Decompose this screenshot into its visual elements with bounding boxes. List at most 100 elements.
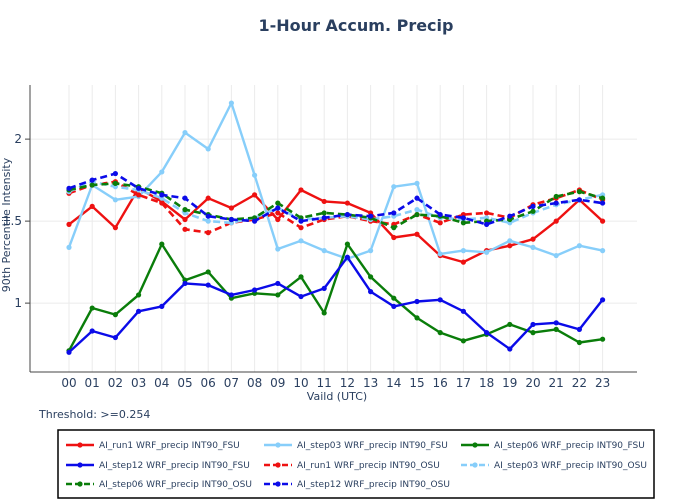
data-point [460, 220, 466, 226]
x-tick-label: 13 [363, 376, 378, 390]
data-point [182, 195, 188, 201]
data-point [576, 339, 583, 346]
data-point [159, 169, 165, 175]
legend-item: AI_run1 WRF_precip INT90_FSU [66, 441, 240, 451]
data-point [252, 192, 258, 198]
data-point [89, 203, 95, 209]
legend-swatch-marker [275, 481, 281, 487]
data-point [368, 213, 374, 219]
data-point [414, 211, 420, 218]
data-point [460, 308, 466, 314]
data-point [484, 221, 490, 227]
data-point [530, 321, 536, 328]
data-point [460, 338, 466, 344]
data-point [275, 292, 281, 298]
data-point [89, 328, 95, 334]
x-tick-label: 03 [131, 376, 146, 390]
series-4 [66, 254, 606, 355]
data-point [368, 248, 374, 254]
series-8 [66, 170, 606, 227]
data-point [321, 285, 327, 291]
data-point [553, 193, 559, 200]
legend-label: AI_step03 WRF_precip INT90_OSU [494, 461, 647, 471]
data-point [159, 303, 165, 309]
data-point [437, 220, 443, 226]
data-point [600, 195, 606, 201]
data-point [600, 248, 606, 254]
data-point [530, 208, 536, 214]
legend-label: AI_step12 WRF_precip INT90_OSU [297, 480, 450, 490]
data-point [321, 310, 327, 316]
data-point [437, 211, 443, 218]
legend-swatch-marker [472, 462, 478, 468]
data-point [460, 259, 466, 265]
data-point [600, 200, 606, 206]
data-point [66, 221, 72, 227]
data-point [228, 292, 234, 298]
data-point [159, 200, 165, 206]
data-point [600, 218, 606, 224]
chart-title: 1-Hour Accum. Precip [259, 16, 454, 35]
series-3 [66, 241, 606, 354]
data-point [437, 297, 443, 303]
x-tick-label: 04 [154, 376, 169, 390]
x-tick-label: 20 [525, 376, 540, 390]
data-point [321, 210, 327, 216]
legend-box [57, 429, 655, 499]
data-point [576, 326, 583, 332]
data-point [391, 225, 397, 231]
data-point [391, 303, 397, 309]
x-tick-label: 23 [595, 376, 610, 390]
x-tick-label: 00 [61, 376, 76, 390]
legend: AI_run1 WRF_precip INT90_FSU AI_step03 WR… [57, 429, 655, 499]
data-point [344, 254, 350, 260]
data-point [507, 321, 513, 328]
data-point [298, 187, 304, 193]
data-point [460, 248, 466, 254]
data-point [112, 180, 118, 186]
data-point [275, 246, 281, 252]
x-tick-label: 12 [340, 376, 355, 390]
legend-swatch-marker [77, 462, 83, 468]
x-tick-label: 02 [108, 376, 123, 390]
data-point [576, 189, 583, 195]
x-tick-label: 17 [456, 376, 471, 390]
series-line [68, 187, 604, 264]
y-tick-label: 1 [14, 296, 22, 310]
x-tick-label: 07 [224, 376, 239, 390]
data-point [205, 213, 211, 219]
data-point [112, 197, 118, 203]
series-layer [66, 100, 606, 355]
data-point [484, 210, 490, 216]
data-point [112, 334, 118, 341]
legend-label: AI_run1 WRF_precip INT90_OSU [297, 461, 440, 471]
data-point [460, 215, 466, 221]
data-point [205, 269, 211, 275]
y-tick-labels: 11.52 [3, 132, 30, 310]
series-line [68, 256, 604, 354]
x-tick-labels: 00 01 02 03 04 05 06 07 08 09 10 11 12 13 14 15 16 17 18 19… [61, 376, 610, 390]
data-point [228, 216, 234, 223]
data-point [414, 231, 420, 237]
data-point [275, 200, 281, 206]
data-point [298, 274, 304, 280]
x-tick-label: 19 [502, 376, 517, 390]
data-point [368, 289, 374, 295]
x-tick-label: 01 [85, 376, 100, 390]
x-tick-label: 14 [386, 376, 401, 390]
data-point [275, 210, 281, 216]
data-point [66, 349, 72, 355]
legend-label: AI_run1 WRF_precip INT90_FSU [99, 441, 240, 451]
x-axis-label: Vaild (UTC) [307, 390, 367, 403]
data-point [89, 177, 95, 183]
data-point [321, 248, 327, 254]
y-tick-label: 2 [14, 132, 22, 146]
data-point [275, 216, 281, 223]
data-point [136, 292, 142, 298]
data-point [298, 218, 304, 224]
data-point [252, 172, 258, 178]
data-point [112, 170, 118, 177]
x-tick-label: 11 [317, 376, 332, 390]
legend-label: AI_step06 WRF_precip INT90_OSU [99, 480, 252, 490]
